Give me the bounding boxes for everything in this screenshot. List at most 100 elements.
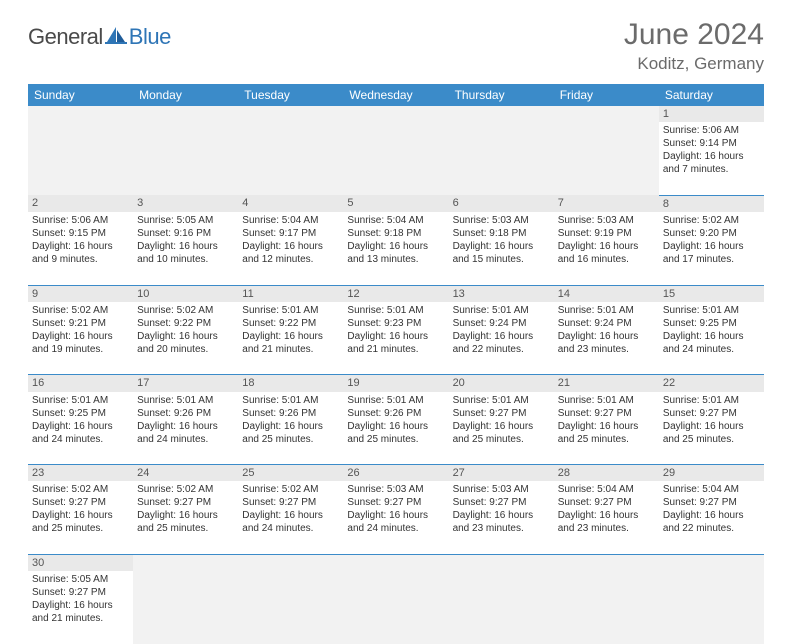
title-block: June 2024 Koditz, Germany [624, 18, 764, 74]
day-number: 5 [347, 197, 353, 209]
daylight-text: Daylight: 16 hours [663, 509, 760, 522]
calendar-day-cell [343, 122, 448, 195]
daylight-text: and 23 minutes. [558, 522, 655, 535]
sunset-text: Sunset: 9:18 PM [453, 227, 550, 240]
calendar-day-cell: Sunrise: 5:01 AMSunset: 9:26 PMDaylight:… [133, 392, 238, 465]
day-number: 17 [137, 377, 149, 389]
calendar-day-cell: Sunrise: 5:02 AMSunset: 9:21 PMDaylight:… [28, 302, 133, 375]
daylight-text: Daylight: 16 hours [558, 420, 655, 433]
sunset-text: Sunset: 9:16 PM [137, 227, 234, 240]
day-number: 10 [137, 288, 149, 300]
brand-logo: General Blue [28, 18, 171, 50]
day-number-row: 30 [28, 554, 764, 571]
sunrise-text: Sunrise: 5:01 AM [558, 394, 655, 407]
daylight-text: and 7 minutes. [663, 163, 760, 176]
daylight-text: Daylight: 16 hours [32, 599, 129, 612]
daylight-text: Daylight: 16 hours [242, 420, 339, 433]
calendar-week-row: Sunrise: 5:01 AMSunset: 9:25 PMDaylight:… [28, 392, 764, 465]
day-number: 18 [242, 377, 254, 389]
daylight-text: Daylight: 16 hours [347, 420, 444, 433]
daylight-text: Daylight: 16 hours [453, 509, 550, 522]
day-number-cell: 24 [133, 465, 238, 482]
calendar-day-cell: Sunrise: 5:01 AMSunset: 9:27 PMDaylight:… [449, 392, 554, 465]
sunrise-text: Sunrise: 5:06 AM [32, 214, 129, 227]
day-number-cell: 18 [238, 375, 343, 392]
sunset-text: Sunset: 9:27 PM [347, 496, 444, 509]
day-number-cell [449, 554, 554, 571]
day-number-cell [133, 106, 238, 122]
weekday-header: Tuesday [238, 84, 343, 106]
calendar-day-cell: Sunrise: 5:05 AMSunset: 9:27 PMDaylight:… [28, 571, 133, 644]
calendar-day-cell [238, 122, 343, 195]
calendar-week-row: Sunrise: 5:06 AMSunset: 9:14 PMDaylight:… [28, 122, 764, 195]
daylight-text: and 22 minutes. [453, 343, 550, 356]
daylight-text: Daylight: 16 hours [32, 509, 129, 522]
day-number-cell: 17 [133, 375, 238, 392]
day-number-row: 23242526272829 [28, 465, 764, 482]
day-number-cell: 7 [554, 195, 659, 212]
day-number-row: 9101112131415 [28, 285, 764, 302]
calendar-day-cell [133, 571, 238, 644]
weekday-header: Thursday [449, 84, 554, 106]
sunset-text: Sunset: 9:27 PM [32, 586, 129, 599]
sunrise-text: Sunrise: 5:02 AM [242, 483, 339, 496]
day-number: 24 [137, 467, 149, 479]
daylight-text: and 25 minutes. [347, 433, 444, 446]
sunrise-text: Sunrise: 5:02 AM [32, 483, 129, 496]
sunset-text: Sunset: 9:18 PM [347, 227, 444, 240]
sunrise-text: Sunrise: 5:03 AM [558, 214, 655, 227]
sunset-text: Sunset: 9:27 PM [663, 496, 760, 509]
day-number: 6 [453, 197, 459, 209]
header: General Blue June 2024 Koditz, Germany [28, 18, 764, 74]
daylight-text: and 22 minutes. [663, 522, 760, 535]
sunrise-text: Sunrise: 5:05 AM [137, 214, 234, 227]
sunrise-text: Sunrise: 5:03 AM [453, 214, 550, 227]
calendar-day-cell: Sunrise: 5:03 AMSunset: 9:19 PMDaylight:… [554, 212, 659, 285]
sunset-text: Sunset: 9:27 PM [137, 496, 234, 509]
day-number-cell [238, 554, 343, 571]
daylight-text: and 21 minutes. [347, 343, 444, 356]
calendar-day-cell: Sunrise: 5:06 AMSunset: 9:15 PMDaylight:… [28, 212, 133, 285]
sunrise-text: Sunrise: 5:04 AM [347, 214, 444, 227]
calendar-day-cell [554, 571, 659, 644]
daylight-text: and 25 minutes. [663, 433, 760, 446]
sunrise-text: Sunrise: 5:06 AM [663, 124, 760, 137]
sunrise-text: Sunrise: 5:04 AM [242, 214, 339, 227]
daylight-text: Daylight: 16 hours [558, 240, 655, 253]
day-number-cell: 8 [659, 195, 764, 212]
day-number-cell: 15 [659, 285, 764, 302]
day-number-cell [28, 106, 133, 122]
daylight-text: Daylight: 16 hours [32, 240, 129, 253]
sunrise-text: Sunrise: 5:01 AM [558, 304, 655, 317]
calendar-day-cell: Sunrise: 5:02 AMSunset: 9:22 PMDaylight:… [133, 302, 238, 375]
day-number-cell: 11 [238, 285, 343, 302]
day-number-cell: 29 [659, 465, 764, 482]
daylight-text: Daylight: 16 hours [663, 330, 760, 343]
sunrise-text: Sunrise: 5:02 AM [137, 483, 234, 496]
daylight-text: and 24 minutes. [242, 522, 339, 535]
day-number: 3 [137, 197, 143, 209]
sunset-text: Sunset: 9:26 PM [242, 407, 339, 420]
day-number-cell: 19 [343, 375, 448, 392]
sunrise-text: Sunrise: 5:05 AM [32, 573, 129, 586]
sunset-text: Sunset: 9:20 PM [663, 227, 760, 240]
calendar-day-cell: Sunrise: 5:03 AMSunset: 9:27 PMDaylight:… [449, 481, 554, 554]
sunrise-text: Sunrise: 5:04 AM [558, 483, 655, 496]
sunrise-text: Sunrise: 5:01 AM [347, 394, 444, 407]
weekday-header-row: SundayMondayTuesdayWednesdayThursdayFrid… [28, 84, 764, 106]
day-number: 15 [663, 288, 675, 300]
calendar-day-cell: Sunrise: 5:03 AMSunset: 9:18 PMDaylight:… [449, 212, 554, 285]
sunset-text: Sunset: 9:27 PM [453, 496, 550, 509]
sunrise-text: Sunrise: 5:02 AM [32, 304, 129, 317]
day-number-cell: 25 [238, 465, 343, 482]
calendar-day-cell: Sunrise: 5:04 AMSunset: 9:18 PMDaylight:… [343, 212, 448, 285]
daylight-text: and 23 minutes. [558, 343, 655, 356]
sunset-text: Sunset: 9:24 PM [558, 317, 655, 330]
calendar-day-cell: Sunrise: 5:06 AMSunset: 9:14 PMDaylight:… [659, 122, 764, 195]
sunrise-text: Sunrise: 5:03 AM [347, 483, 444, 496]
daylight-text: Daylight: 16 hours [137, 420, 234, 433]
sunrise-text: Sunrise: 5:04 AM [663, 483, 760, 496]
calendar-day-cell: Sunrise: 5:01 AMSunset: 9:26 PMDaylight:… [343, 392, 448, 465]
daylight-text: and 20 minutes. [137, 343, 234, 356]
day-number-cell: 22 [659, 375, 764, 392]
